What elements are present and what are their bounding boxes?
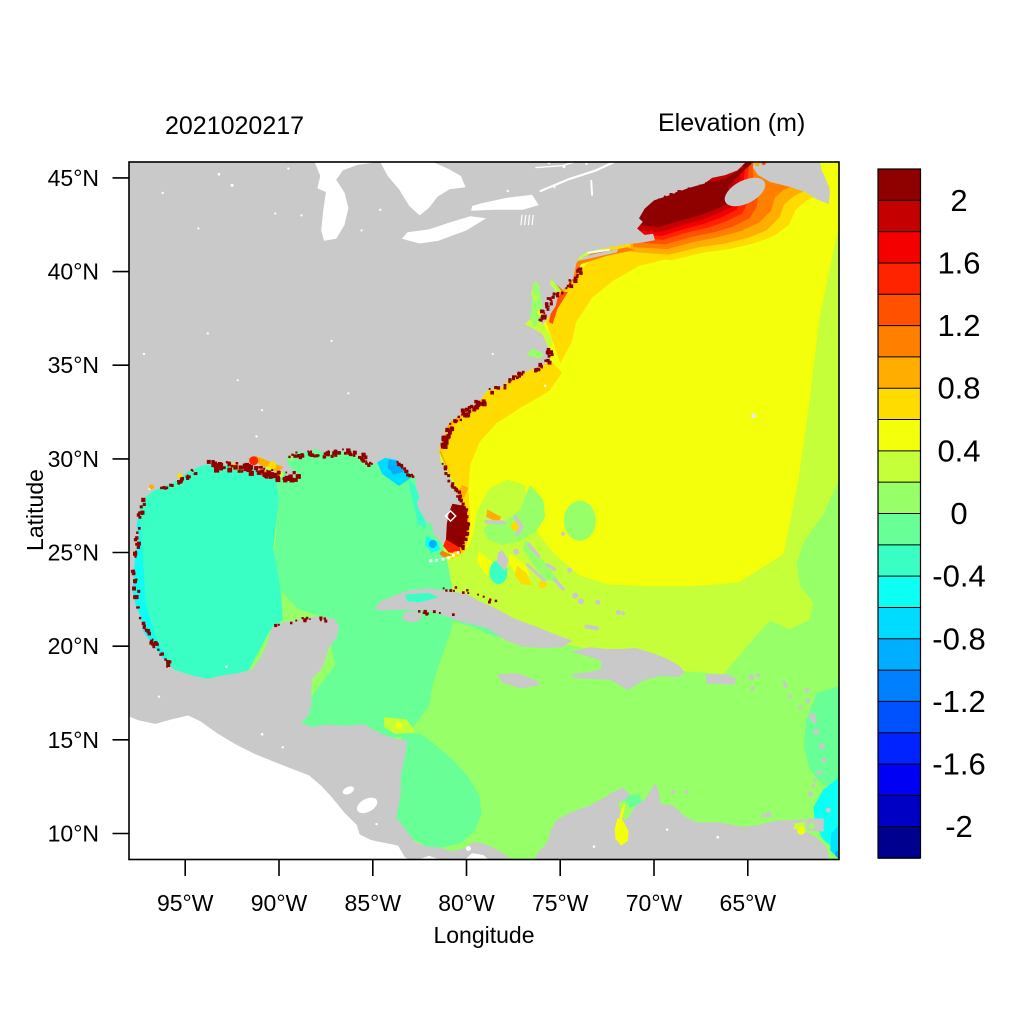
- svg-text:0: 0: [950, 496, 967, 531]
- svg-text:25°N: 25°N: [48, 540, 99, 566]
- svg-text:-0.8: -0.8: [932, 621, 985, 656]
- svg-text:0.8: 0.8: [937, 371, 980, 406]
- svg-text:35°N: 35°N: [48, 352, 99, 378]
- svg-text:-2: -2: [945, 809, 973, 844]
- svg-text:1.2: 1.2: [937, 308, 980, 343]
- svg-text:2021020217: 2021020217: [165, 112, 304, 140]
- svg-text:Elevation (m): Elevation (m): [658, 109, 805, 137]
- svg-text:75°W: 75°W: [532, 890, 589, 916]
- svg-text:30°N: 30°N: [48, 446, 99, 472]
- svg-text:15°N: 15°N: [48, 727, 99, 753]
- svg-text:-0.4: -0.4: [932, 559, 985, 594]
- svg-text:95°W: 95°W: [157, 890, 214, 916]
- svg-text:1.6: 1.6: [937, 246, 980, 281]
- svg-text:70°W: 70°W: [626, 890, 683, 916]
- svg-text:-1.6: -1.6: [932, 747, 985, 782]
- svg-text:Latitude: Latitude: [22, 469, 48, 551]
- svg-text:85°W: 85°W: [345, 890, 402, 916]
- svg-text:20°N: 20°N: [48, 633, 99, 659]
- svg-text:2: 2: [950, 183, 967, 218]
- svg-text:45°N: 45°N: [48, 165, 99, 191]
- svg-text:Longitude: Longitude: [433, 922, 534, 948]
- svg-text:90°W: 90°W: [251, 890, 308, 916]
- svg-text:65°W: 65°W: [720, 890, 777, 916]
- svg-text:10°N: 10°N: [48, 821, 99, 847]
- svg-text:-1.2: -1.2: [932, 684, 985, 719]
- svg-text:40°N: 40°N: [48, 259, 99, 285]
- svg-text:80°W: 80°W: [438, 890, 495, 916]
- svg-text:0.4: 0.4: [937, 433, 980, 468]
